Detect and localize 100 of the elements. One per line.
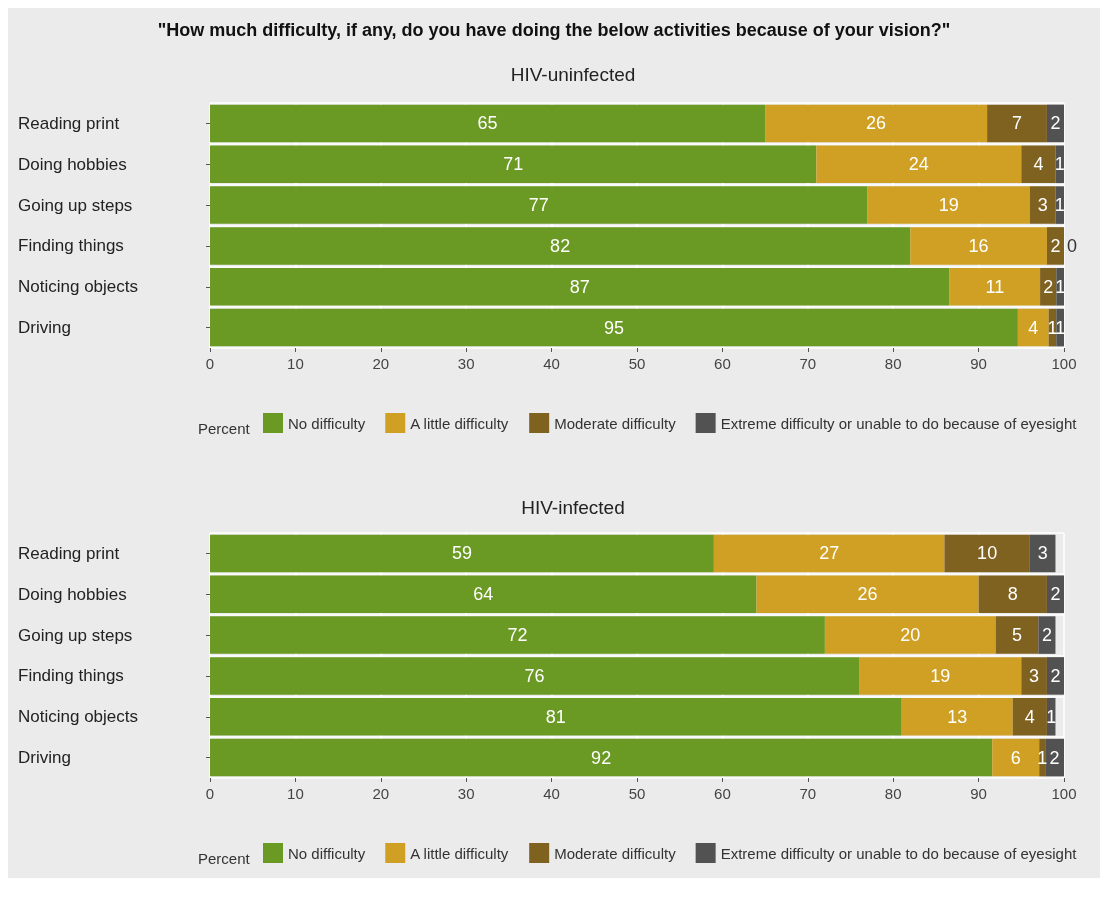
legend-label: Extreme difficulty or unable to do because of eyesight (720, 844, 1078, 862)
x-tick-label: 80 (884, 355, 902, 372)
y-tick-label: Going up steps (18, 195, 133, 215)
x-tick-label: 10 (287, 785, 304, 802)
data-label: 1 (1054, 154, 1065, 175)
bar (210, 697, 902, 736)
x-tick-label: 40 (543, 355, 560, 372)
bar (765, 104, 988, 143)
bar (944, 534, 1030, 573)
bar (910, 227, 1047, 265)
data-label: 3 (1037, 543, 1048, 564)
legend-title: Percent (198, 420, 251, 437)
x-tick-label: 70 (799, 355, 817, 372)
data-label: 2 (1041, 625, 1052, 646)
data-label: 10 (977, 543, 998, 564)
x-tick-label: 60 (714, 355, 731, 372)
x-tick-label: 20 (372, 355, 390, 372)
data-label: 59 (451, 543, 472, 564)
bar (1029, 186, 1056, 224)
bar (995, 616, 1039, 654)
data-label: 81 (545, 706, 566, 727)
data-label: 1 (1054, 195, 1065, 216)
x-tick-label: 100 (1051, 355, 1077, 372)
bar (949, 267, 1041, 306)
data-label: 2 (1050, 113, 1061, 134)
data-label: 87 (569, 276, 590, 297)
x-tick-label: 20 (372, 785, 390, 802)
bar (867, 186, 1030, 224)
data-label: 1 (1046, 706, 1057, 727)
y-tick-label: Finding things (18, 666, 124, 686)
bar (210, 616, 825, 654)
bar (816, 145, 1022, 184)
bar (1038, 616, 1056, 654)
bar (756, 575, 979, 614)
legend-label: Moderate difficulty (554, 844, 677, 862)
x-tick-label: 10 (287, 355, 304, 372)
data-label: 6 (1010, 747, 1021, 768)
y-tick-label: Reading print (18, 113, 120, 133)
bar (1017, 308, 1049, 347)
data-label: 2 (1043, 276, 1054, 297)
data-label: 27 (819, 543, 840, 564)
x-tick-label: 30 (457, 785, 475, 802)
data-label: 24 (908, 154, 929, 175)
x-tick-label: 50 (628, 355, 646, 372)
x-tick-label: 0 (205, 355, 215, 372)
data-label: 2 (1049, 747, 1060, 768)
data-label: 11 (985, 276, 1005, 297)
data-label: 1 (1055, 276, 1066, 297)
data-label: 4 (1024, 706, 1035, 727)
data-label: 2 (1050, 235, 1061, 256)
data-label: 92 (591, 747, 612, 768)
data-label: 1 (1055, 317, 1066, 338)
bar (978, 575, 1047, 614)
data-label: 26 (866, 113, 887, 134)
y-tick-label: Doing hobbies (18, 154, 127, 174)
data-label: 16 (968, 235, 989, 256)
data-label: 26 (857, 584, 878, 605)
y-tick-label: Going up steps (18, 625, 133, 645)
data-label: 2 (1050, 584, 1061, 605)
data-label: 2 (1050, 665, 1061, 686)
x-tick-label: 30 (457, 355, 475, 372)
y-tick-label: Driving (18, 318, 71, 338)
legend-label: No difficulty (288, 414, 366, 432)
legend-label: Extreme difficulty or unable to do because of eyesight (720, 414, 1078, 432)
x-tick-label: 0 (205, 785, 215, 802)
data-label: 1 (1037, 747, 1048, 768)
legend-title: Percent (198, 850, 251, 867)
bar (1021, 657, 1047, 695)
bar (210, 227, 911, 265)
x-tick-label: 70 (799, 785, 817, 802)
y-tick-label: Doing hobbies (18, 584, 127, 604)
legend-label: A little difficulty (410, 844, 509, 862)
bar (824, 616, 996, 654)
bar (1055, 145, 1064, 184)
bar (901, 697, 1013, 736)
data-label: 0 (1067, 235, 1078, 256)
bar (992, 738, 1040, 777)
chart-subtitle: HIV-uninfected (510, 64, 636, 85)
x-tick-label: 80 (884, 785, 902, 802)
bar (210, 186, 868, 224)
legend-label: No difficulty (288, 844, 366, 862)
x-tick-label: 90 (970, 355, 987, 372)
chart-title: "How much difficulty, if any, do you have doing the below activities because of your vision?" (157, 20, 951, 40)
data-label: 20 (900, 625, 921, 646)
x-tick-label: 100 (1051, 785, 1077, 802)
data-label: 4 (1028, 317, 1039, 338)
data-label: 5 (1012, 625, 1023, 646)
chart-title: HIV-infected (521, 497, 625, 518)
bar (210, 534, 714, 573)
data-label: 77 (528, 195, 549, 216)
data-label: 4 (1033, 154, 1044, 175)
data-label: 3 (1029, 665, 1040, 686)
data-label: 8 (1007, 584, 1018, 605)
data-label: 3 (1037, 195, 1048, 216)
x-tick-label: 40 (543, 785, 560, 802)
data-label: 65 (477, 113, 498, 134)
data-label: 19 (930, 665, 951, 686)
legend-label: A little difficulty (410, 414, 509, 432)
data-label: 13 (947, 706, 968, 727)
bar (1021, 145, 1056, 184)
